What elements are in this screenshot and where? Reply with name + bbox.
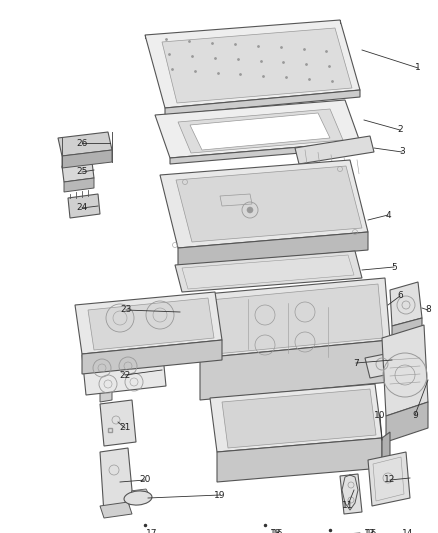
Text: 3: 3 (399, 148, 405, 157)
Polygon shape (210, 384, 382, 452)
Polygon shape (162, 28, 352, 103)
Polygon shape (170, 142, 360, 164)
Polygon shape (176, 166, 362, 242)
Text: 7: 7 (353, 359, 359, 367)
Polygon shape (100, 448, 132, 514)
Text: 14: 14 (403, 529, 413, 533)
Text: 24: 24 (76, 204, 88, 213)
Polygon shape (88, 298, 214, 350)
Polygon shape (58, 132, 112, 156)
Polygon shape (62, 150, 112, 168)
Text: 16: 16 (272, 529, 284, 533)
Text: 18: 18 (270, 529, 282, 533)
Polygon shape (217, 438, 382, 482)
Polygon shape (82, 340, 222, 374)
Text: 21: 21 (119, 424, 131, 432)
Polygon shape (365, 352, 400, 378)
Text: 23: 23 (120, 305, 132, 314)
Polygon shape (178, 109, 343, 153)
Circle shape (247, 207, 253, 213)
Polygon shape (222, 389, 376, 448)
Text: 11: 11 (342, 500, 354, 510)
Polygon shape (295, 136, 374, 164)
Polygon shape (64, 178, 94, 192)
Polygon shape (75, 292, 222, 354)
Text: 20: 20 (139, 475, 151, 484)
Text: 4: 4 (385, 211, 391, 220)
Polygon shape (178, 232, 368, 266)
Text: 6: 6 (397, 292, 403, 301)
Polygon shape (190, 113, 330, 150)
Polygon shape (200, 340, 390, 400)
Polygon shape (160, 160, 368, 248)
Polygon shape (195, 278, 390, 358)
Polygon shape (82, 346, 166, 395)
Polygon shape (100, 390, 112, 402)
Polygon shape (382, 325, 428, 416)
Polygon shape (392, 318, 422, 340)
Text: 22: 22 (120, 370, 131, 379)
Text: 2: 2 (397, 125, 403, 134)
Text: 9: 9 (412, 410, 418, 419)
Text: 26: 26 (76, 139, 88, 148)
Polygon shape (155, 100, 360, 158)
Polygon shape (145, 20, 360, 108)
Polygon shape (382, 432, 390, 468)
Polygon shape (100, 400, 136, 446)
Text: 10: 10 (374, 410, 386, 419)
Polygon shape (210, 284, 383, 354)
Polygon shape (390, 282, 422, 326)
Polygon shape (62, 162, 94, 182)
Text: 5: 5 (391, 262, 397, 271)
Polygon shape (368, 452, 410, 506)
Text: 13: 13 (364, 529, 376, 533)
Polygon shape (340, 474, 362, 514)
Polygon shape (386, 402, 428, 442)
Polygon shape (390, 335, 400, 382)
Ellipse shape (124, 491, 152, 505)
Polygon shape (100, 502, 132, 518)
Text: 25: 25 (76, 167, 88, 176)
Text: 8: 8 (425, 305, 431, 314)
Polygon shape (165, 90, 360, 115)
Text: 15: 15 (366, 529, 378, 533)
Text: 12: 12 (384, 475, 396, 484)
Polygon shape (130, 489, 150, 498)
Text: 1: 1 (415, 63, 421, 72)
Text: 17: 17 (146, 529, 158, 533)
Polygon shape (175, 251, 362, 292)
Polygon shape (68, 194, 100, 218)
Text: 19: 19 (214, 490, 226, 499)
